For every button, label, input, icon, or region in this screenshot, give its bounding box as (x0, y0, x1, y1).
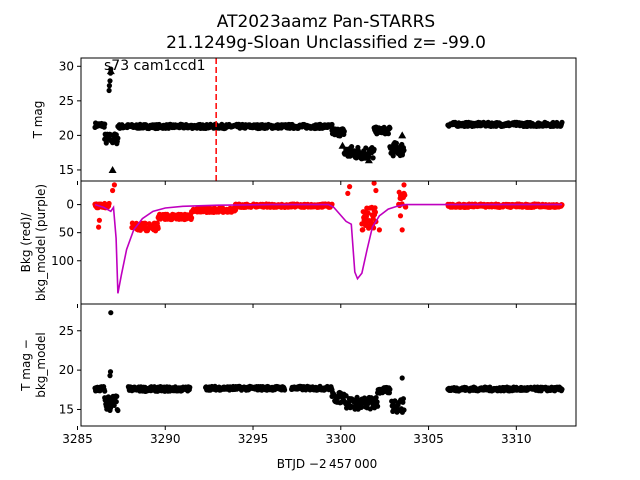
triangle-point (364, 156, 373, 164)
background-point (106, 200, 112, 207)
data-point (363, 145, 369, 151)
background-outlier-point (345, 190, 351, 196)
background-outlier-point (401, 182, 407, 188)
outlier-point (107, 373, 113, 379)
outlier-point (106, 83, 112, 89)
data-point (400, 396, 406, 402)
data-point (358, 404, 364, 410)
data-point (401, 147, 407, 153)
data-point (113, 399, 119, 405)
background-outlier-point (399, 227, 405, 233)
data-point (115, 407, 121, 414)
outlier-point (108, 310, 114, 316)
x-tick-label: 3305 (413, 432, 444, 446)
background-point (403, 204, 409, 210)
x-axis-label: BTJD −2 457 000 (277, 457, 377, 471)
data-point (282, 387, 288, 393)
chart-title-line2: 21.1249g-Sloan Unclassified z= -99.0 (166, 33, 486, 53)
background-outlier-point (371, 180, 377, 186)
data-point (373, 395, 379, 401)
triangle-point (106, 67, 115, 75)
background-outlier-point (96, 217, 102, 223)
background-outlier-point (110, 187, 116, 194)
data-point (329, 121, 335, 128)
background-point (155, 225, 161, 231)
chart-title-line1: AT2023aamz Pan-STARRS (217, 12, 435, 32)
data-point (559, 386, 565, 392)
y-tick-label: 20 (59, 363, 74, 377)
y-tick-label: 25 (59, 324, 74, 338)
y-axis-label: T mag (31, 101, 45, 140)
outlier-point (106, 87, 112, 94)
mag-minus-model-panel: 15 20 25 3285 3290 3295 3300 3305 3310 T mag − bkg… (19, 303, 577, 446)
data-point (102, 121, 108, 127)
x-tick-label: 3290 (150, 432, 181, 446)
data-point (393, 140, 399, 146)
data-point (331, 393, 337, 399)
data-point (102, 388, 108, 394)
y-tick-label: 20 (59, 128, 74, 142)
background-point (142, 220, 148, 226)
data-point (385, 131, 391, 137)
background-outlier-point (347, 184, 353, 190)
x-tick-label: 3310 (501, 432, 532, 446)
data-point (103, 140, 109, 146)
data-point (375, 403, 381, 409)
y-tick-label: 0 (66, 198, 74, 212)
x-tick-label: 3285 (62, 432, 93, 446)
data-point (115, 135, 121, 141)
x-tick-label: 3295 (238, 432, 269, 446)
y-tick-label: 50 (59, 226, 74, 240)
background-outlier-point (376, 227, 382, 233)
background-point (360, 227, 366, 233)
panel-frame (80, 57, 577, 182)
data-point (371, 146, 377, 152)
outlier-point (399, 375, 405, 381)
data-point (349, 144, 355, 150)
background-point (189, 215, 195, 221)
background-point (372, 209, 378, 215)
background-outlier-point (373, 187, 379, 194)
background-outlier-point (96, 224, 102, 230)
y-axis-label: Bkg (red)/ (19, 212, 33, 273)
y-tick-label: 15 (59, 402, 74, 416)
y-tick-label: 30 (59, 59, 74, 73)
data-point (387, 125, 393, 131)
background-point (365, 210, 371, 216)
panel-label: s73 cam1ccd1 (104, 58, 206, 74)
y-tick-label: 25 (59, 94, 74, 108)
data-point (341, 128, 347, 134)
data-point (374, 399, 380, 405)
data-point (390, 153, 396, 159)
data-point (401, 407, 407, 413)
y-axis-label: T mag − (19, 339, 33, 392)
triangle-point (398, 131, 407, 139)
data-point (114, 393, 120, 399)
y-axis-label: bkg_model (purple) (34, 184, 48, 301)
mag-panel: 15 20 25 30 T mag (31, 57, 577, 185)
background-outlier-point (397, 213, 404, 219)
y-tick-label: 15 (59, 163, 74, 177)
data-point (346, 399, 352, 406)
y-tick-label: 100 (51, 254, 74, 268)
bkg-model-line (94, 203, 562, 294)
background-point (402, 192, 408, 198)
outlier-point (107, 369, 114, 375)
y-axis-label: bkg_model (34, 332, 48, 398)
x-tick-label: 3300 (326, 432, 357, 446)
outlier-point (107, 78, 113, 84)
triangle-point (338, 141, 347, 149)
data-point (559, 119, 565, 125)
panel-frame (80, 180, 577, 305)
background-point (372, 205, 378, 211)
data-point (107, 405, 114, 411)
data-point (187, 384, 193, 390)
background-panel: 0 50 100 Bkg (red)/bkg_model (purple) (19, 180, 577, 308)
triangle-point (108, 165, 117, 173)
background-outlier-point (111, 182, 117, 188)
data-point (370, 155, 376, 161)
data-point (387, 386, 393, 392)
panel-frame (80, 303, 577, 427)
